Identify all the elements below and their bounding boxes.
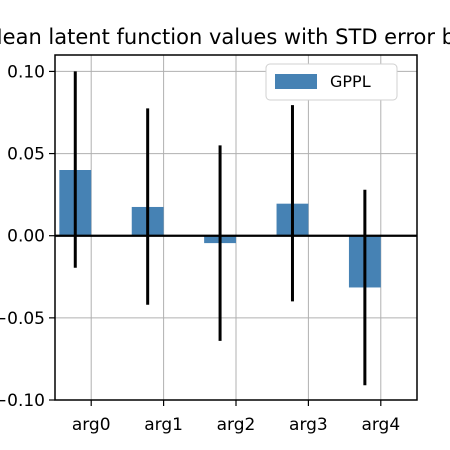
ticks-layer: −0.10 −0.05 0.00 0.05 0.10 arg0 arg1 arg2 arg3 ar… bbox=[0, 62, 400, 435]
y-tick-label: 0.10 bbox=[7, 62, 45, 82]
legend: GPPL bbox=[265, 63, 398, 101]
x-tick-label: arg3 bbox=[289, 415, 328, 435]
y-tick-label: 0.00 bbox=[7, 227, 45, 247]
legend-label: GPPL bbox=[330, 72, 371, 91]
chart-title: Mean latent function values with STD err… bbox=[0, 25, 450, 49]
x-tick-label: arg2 bbox=[217, 415, 256, 435]
y-tick-label: −0.10 bbox=[0, 391, 45, 411]
error-bars-layer bbox=[73, 71, 367, 386]
x-tick-label: arg0 bbox=[72, 415, 111, 435]
x-tick-label: arg4 bbox=[361, 415, 400, 435]
y-tick-label: −0.05 bbox=[0, 309, 45, 329]
legend-box bbox=[265, 63, 398, 101]
x-tick-label: arg1 bbox=[144, 415, 183, 435]
legend-swatch bbox=[275, 74, 317, 89]
y-tick-label: 0.05 bbox=[7, 145, 45, 165]
